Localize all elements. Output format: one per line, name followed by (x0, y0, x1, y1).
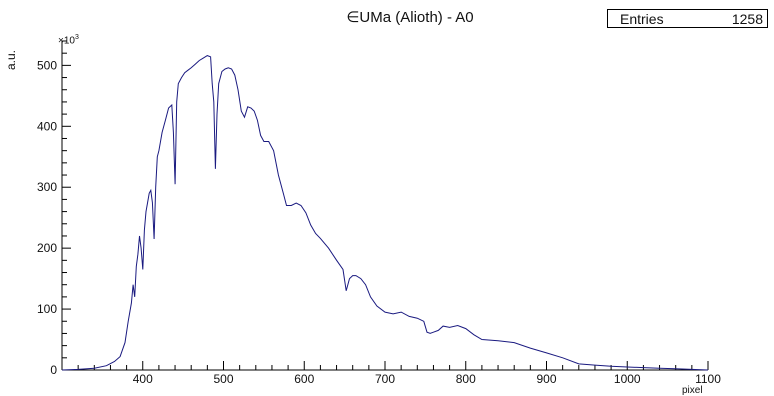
y-axis-label: a.u. (4, 49, 18, 70)
x-tick-label: 1000 (614, 372, 641, 386)
x-tick-label: 600 (294, 372, 314, 386)
stats-entries-value: 1258 (731, 11, 763, 27)
ticks: 400 500 600 700 800 900 1000 1100 0 100 200 300 400 5… (37, 40, 721, 386)
stats-entries-label: Entries (620, 11, 664, 27)
y-tick-label: 500 (37, 58, 57, 72)
stats-box: Entries 1258 (607, 9, 768, 28)
x-tick-label: 1100 (695, 372, 721, 386)
x-tick-label: 500 (213, 372, 233, 386)
axes (61, 41, 708, 371)
y-tick-label: 200 (37, 241, 57, 255)
x-tick-label: 900 (536, 372, 556, 386)
x-tick-label: 700 (375, 372, 395, 386)
y-tick-label: 0 (50, 363, 57, 377)
y-multiplier-exponent: 3 (74, 34, 79, 41)
y-tick-label: 100 (37, 302, 57, 316)
y-axis-multiplier: ×103 (58, 34, 79, 46)
x-axis-label: pixel (682, 385, 703, 396)
y-multiplier-base: ×10 (58, 35, 75, 47)
series-line (61, 55, 709, 371)
x-tick-label: 800 (456, 372, 476, 386)
x-tick-label: 400 (133, 372, 153, 386)
chart-title: ∈UMa (Alioth) - A0 (346, 9, 474, 26)
y-tick-label: 400 (37, 119, 57, 133)
y-tick-label: 300 (37, 180, 57, 194)
